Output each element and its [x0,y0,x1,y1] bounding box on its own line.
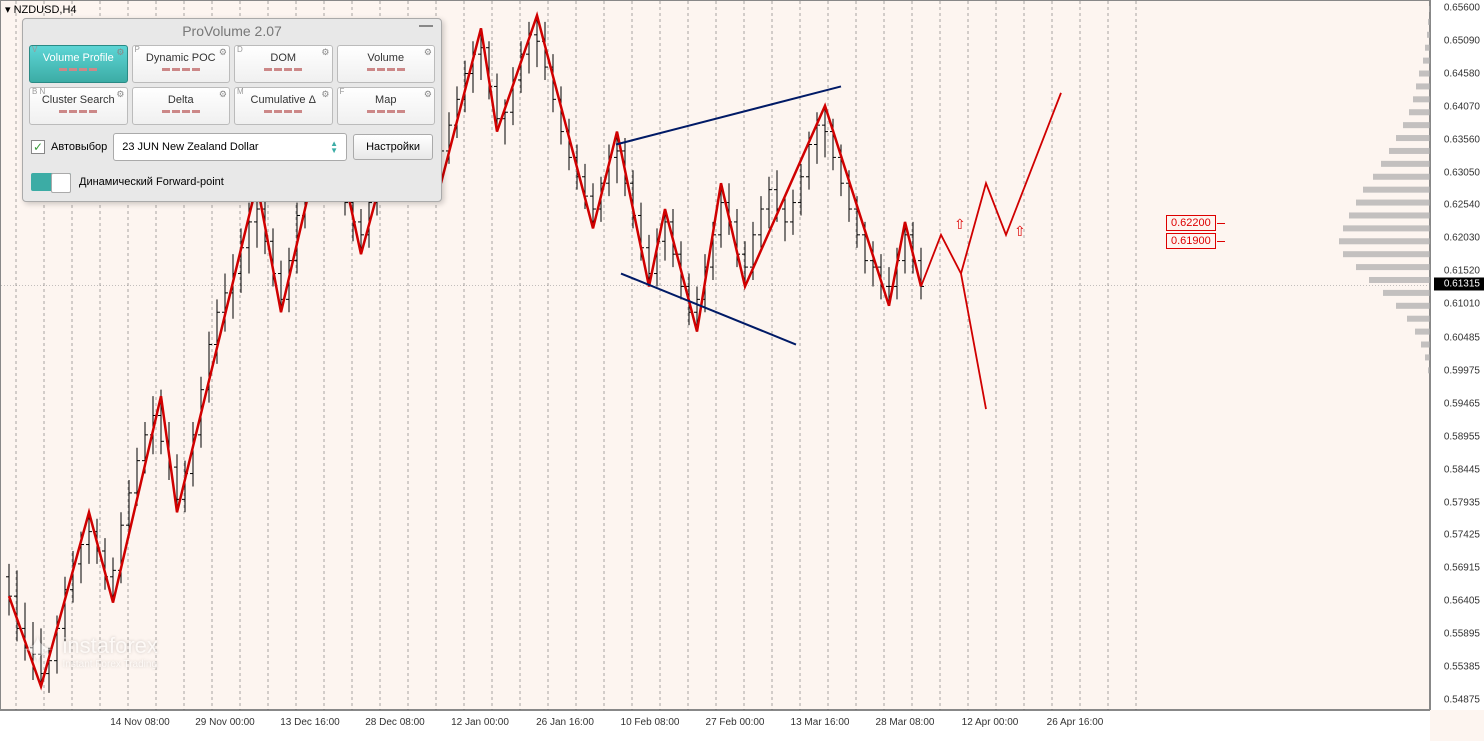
panel-title-text: ProVolume 2.07 [182,23,282,39]
price-axis-label: 0.59975 [1444,365,1480,376]
arrow-up-icon: ⇧ [954,216,966,233]
watermark-main: instaforex [63,633,158,659]
minimize-icon[interactable] [419,25,433,27]
time-axis-label: 26 Apr 16:00 [1047,717,1104,728]
instrument-combo-value: 23 JUN New Zealand Dollar [122,141,258,153]
instrument-combo[interactable]: 23 JUN New Zealand Dollar ▲▼ [113,133,347,161]
btn-label: Cluster Search [42,94,115,106]
price-axis-label: 0.55385 [1444,662,1480,673]
price-annotation-2: 0.61900 [1166,233,1216,249]
symbol-label: ▾ NZDUSD,H4 [5,3,77,16]
cluster-search-button[interactable]: B N ⚙Cluster Search [29,87,128,125]
delta-button[interactable]: ⚙ Delta [132,87,231,125]
watermark: ✦ instaforex Instant Forex Trading [21,628,158,674]
price-axis-label: 0.57935 [1444,497,1480,508]
gear-icon[interactable]: ⚙ [321,47,329,58]
time-axis-label: 13 Dec 16:00 [280,717,340,728]
dynamic-poc-button[interactable]: P ⚙Dynamic POC [132,45,231,83]
price-axis-label: 0.64070 [1444,101,1480,112]
price-axis-label: 0.56405 [1444,596,1480,607]
arrow-up-icon: ⇧ [1014,223,1026,240]
forward-point-toggle[interactable] [31,173,71,191]
price-axis-label: 0.58445 [1444,464,1480,475]
price-axis-label: 0.55895 [1444,629,1480,640]
price-axis-label: 0.58955 [1444,431,1480,442]
corner-letter: F [340,87,345,96]
price-axis-label: 0.60485 [1444,333,1480,344]
price-axis-label: 0.59465 [1444,398,1480,409]
time-axis-label: 13 Mar 16:00 [791,717,850,728]
volume-profile-button[interactable]: V ⚙Volume Profile [29,45,128,83]
gear-icon[interactable]: ⚙ [219,89,227,100]
gear-icon[interactable]: ⚙ [116,89,124,100]
btn-label: DOM [270,52,296,64]
dom-button[interactable]: D ⚙ DOM [234,45,333,83]
price-axis-label: 0.62030 [1444,233,1480,244]
panel-title[interactable]: ProVolume 2.07 [23,19,441,43]
corner-letter: P [135,45,140,54]
price-axis-label: 0.56915 [1444,563,1480,574]
time-axis-label: 12 Apr 00:00 [962,717,1019,728]
time-axis-label: 14 Nov 08:00 [110,717,170,728]
price-axis-label: 0.63560 [1444,134,1480,145]
price-axis-label: 0.64580 [1444,68,1480,79]
price-axis-label: 0.65600 [1444,3,1480,14]
btn-label: Dynamic POC [146,52,216,64]
time-axis-label: 26 Jan 16:00 [536,717,594,728]
settings-button[interactable]: Настройки [353,134,433,160]
corner-letter: M [237,87,244,96]
price-axis: 0.65600 0.65090 0.64580 0.64070 0.63560 0.630… [1430,0,1484,710]
time-axis-label: 27 Feb 00:00 [706,717,765,728]
price-axis-label: 0.57425 [1444,530,1480,541]
watermark-sub: Instant Forex Trading [63,659,158,670]
price-axis-label: 0.61520 [1444,266,1480,277]
provolume-panel[interactable]: ProVolume 2.07 V⚙Volume ProfileP⚙Dynamic… [22,18,442,202]
auto-select-label: Автовыбор [51,141,107,153]
time-axis-label: 28 Dec 08:00 [365,717,425,728]
price-annotation-1: 0.62200 [1166,215,1216,231]
time-axis: 14 Nov 08:00 29 Nov 00:00 13 Dec 16:00 28 D… [0,710,1430,741]
map-button[interactable]: F ⚙ Map [337,87,436,125]
time-axis-label: 28 Mar 08:00 [876,717,935,728]
price-axis-label: 0.61010 [1444,299,1480,310]
time-axis-label: 29 Nov 00:00 [195,717,255,728]
btn-label: Cumulative Δ [251,94,316,106]
corner-letter: B N [32,87,45,96]
gear-icon[interactable]: ⚙ [116,47,124,58]
gear-icon[interactable]: ⚙ [321,89,329,100]
corner-letter: D [237,45,243,54]
corner-letter: V [32,45,37,54]
btn-label: Volume Profile [43,52,114,64]
auto-select-checkbox[interactable]: ✓ [31,140,45,154]
gear-icon[interactable]: ⚙ [219,47,227,58]
price-axis-label: 0.63050 [1444,167,1480,178]
chevron-down-icon[interactable]: ▼ [330,147,338,154]
gear-icon[interactable]: ⚙ [424,47,432,58]
star-icon: ✦ [21,628,55,674]
price-axis-label: 0.65090 [1444,35,1480,46]
gear-icon[interactable]: ⚙ [424,89,432,100]
time-axis-label: 10 Feb 08:00 [621,717,680,728]
btn-label: Delta [168,94,194,106]
current-price-label: 0.61315 [1434,278,1484,291]
price-axis-label: 0.54875 [1444,695,1480,706]
time-axis-label: 12 Jan 00:00 [451,717,509,728]
volume-button[interactable]: ⚙ Volume [337,45,436,83]
cumulative-δ-button[interactable]: M ⚙ Cumulative Δ [234,87,333,125]
btn-label: Map [375,94,396,106]
btn-label: Volume [367,52,404,64]
forward-point-label: Динамический Forward-point [79,176,224,188]
price-axis-label: 0.62540 [1444,200,1480,211]
